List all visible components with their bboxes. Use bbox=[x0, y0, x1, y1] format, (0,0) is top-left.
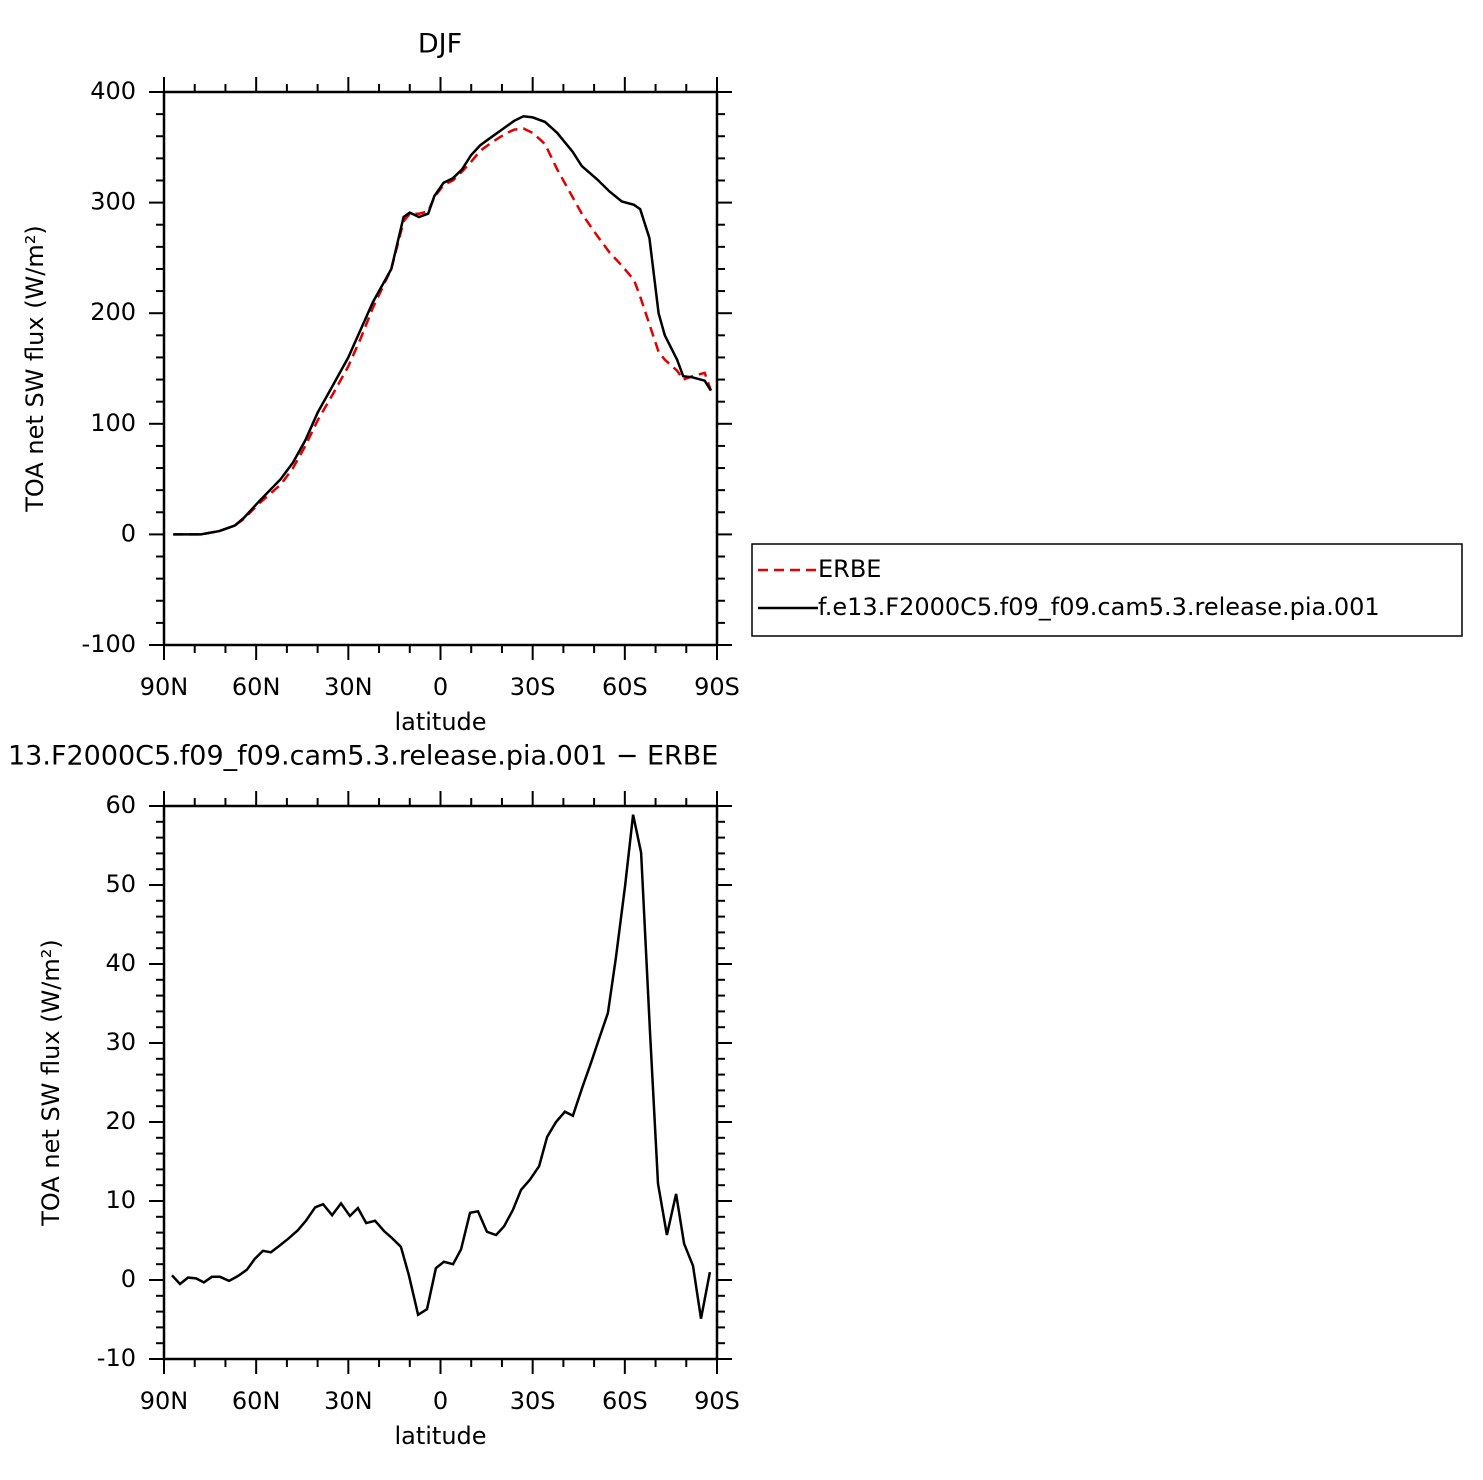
y-tick-label: 20 bbox=[105, 1107, 136, 1135]
x-axis-label: latitude bbox=[394, 708, 486, 736]
legend: ERBE f.e13.F2000C5.f09_f09.cam5.3.release… bbox=[751, 543, 1463, 637]
legend-label: ERBE bbox=[818, 555, 881, 583]
plot: 13.F2000C5.f09_f09.cam5.3.release.pia.00… bbox=[8, 741, 740, 1451]
y-tick-label: 0 bbox=[121, 519, 136, 547]
legend-label: f.e13.F2000C5.f09_f09.cam5.3.release.pia… bbox=[818, 593, 1380, 621]
x-tick-label: 60S bbox=[602, 673, 648, 701]
plot: DJF latitude TOA net SW flux (W/m²) -100 0 10… bbox=[21, 29, 1463, 736]
y-tick-label: 100 bbox=[90, 409, 136, 437]
y-tick-label: 200 bbox=[90, 298, 136, 326]
legend-box bbox=[751, 543, 1463, 637]
x-tick-label: 30S bbox=[510, 1387, 556, 1415]
data-line bbox=[173, 127, 713, 536]
chart-title: 13.F2000C5.f09_f09.cam5.3.release.pia.00… bbox=[8, 741, 718, 772]
y-tick-label: -10 bbox=[97, 1344, 136, 1372]
plot-frame bbox=[162, 90, 719, 647]
plot-frame bbox=[162, 804, 719, 1361]
y-tick-label: 50 bbox=[105, 870, 136, 898]
y-tick-label: 10 bbox=[105, 1186, 136, 1214]
data-line bbox=[171, 814, 712, 1319]
y-tick-label: 300 bbox=[90, 188, 136, 216]
y-axis-label: TOA net SW flux (W/m²) bbox=[21, 225, 49, 513]
y-tick-label: 40 bbox=[105, 949, 136, 977]
x-tick-label: 90N bbox=[140, 673, 189, 701]
x-tick-label: 0 bbox=[433, 673, 448, 701]
x-tick-label: 60N bbox=[232, 673, 281, 701]
x-tick-label: 90S bbox=[694, 1387, 740, 1415]
y-axis-label: TOA net SW flux (W/m²) bbox=[37, 939, 65, 1227]
y-tick-label: 0 bbox=[121, 1265, 136, 1293]
x-tick-label: 60N bbox=[232, 1387, 281, 1415]
x-tick-label: 0 bbox=[433, 1387, 448, 1415]
x-tick-label: 60S bbox=[602, 1387, 648, 1415]
x-tick-label: 30N bbox=[324, 1387, 373, 1415]
x-tick-label: 90S bbox=[694, 673, 740, 701]
y-tick-label: 400 bbox=[90, 77, 136, 105]
y-tick-label: 30 bbox=[105, 1028, 136, 1056]
x-axis-label: latitude bbox=[394, 1422, 486, 1450]
data-line bbox=[173, 115, 712, 536]
y-tick-label: 60 bbox=[105, 791, 136, 819]
x-tick-label: 30N bbox=[324, 673, 373, 701]
x-tick-label: 90N bbox=[140, 1387, 189, 1415]
y-tick-label: -100 bbox=[82, 630, 136, 658]
chart-title: DJF bbox=[418, 29, 462, 60]
x-tick-label: 30S bbox=[510, 673, 556, 701]
